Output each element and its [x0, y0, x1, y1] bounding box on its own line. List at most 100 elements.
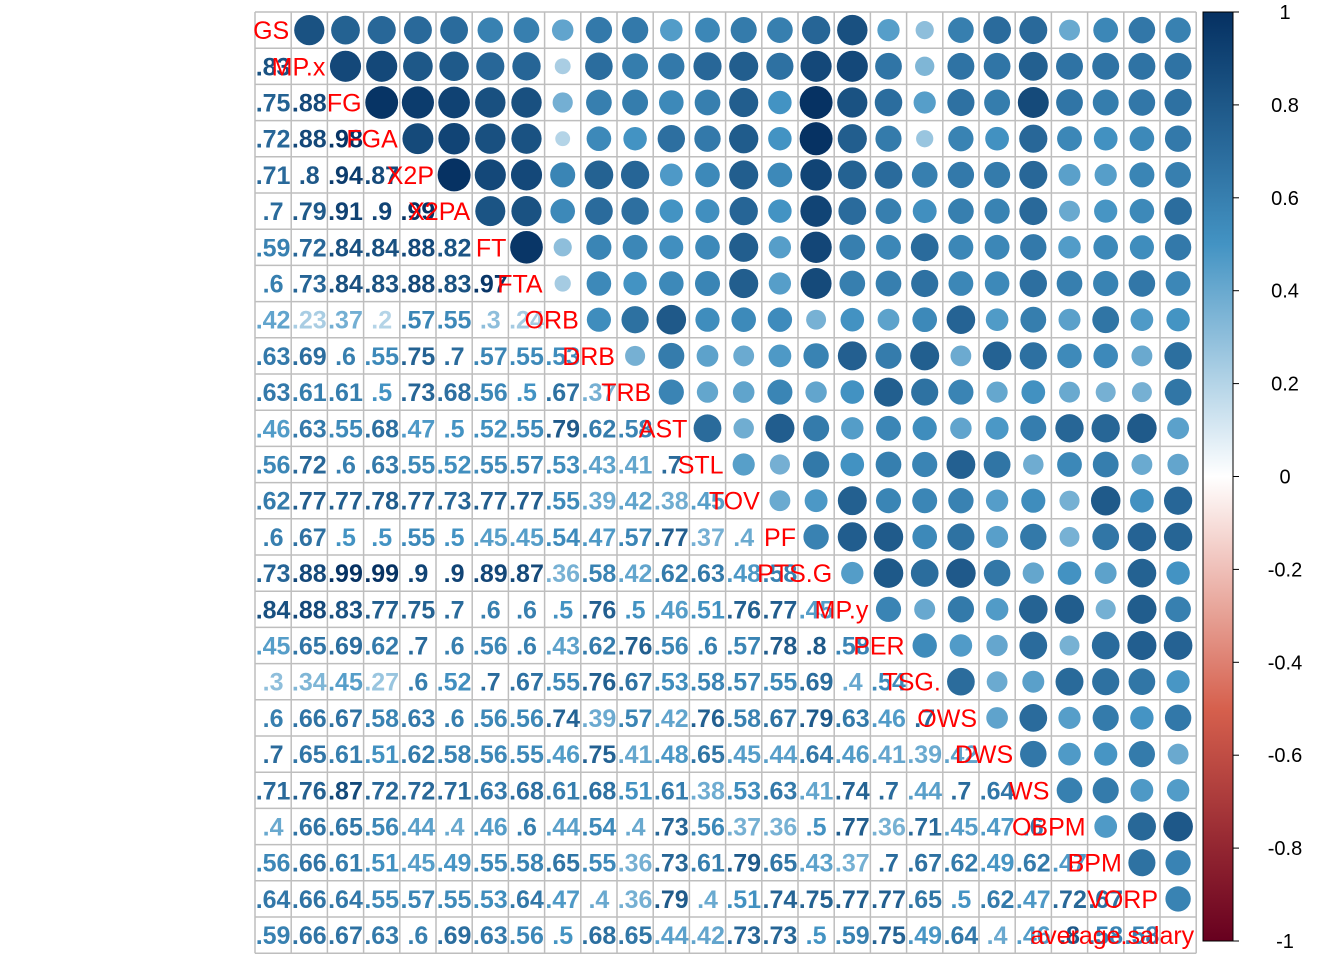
- corr-value: .61: [328, 379, 363, 407]
- corr-value: .57: [726, 669, 761, 697]
- corr-circle: [837, 87, 868, 118]
- corr-value: .43: [799, 850, 834, 878]
- corr-value: .5: [444, 415, 465, 443]
- corr-value: .73: [763, 922, 798, 950]
- corr-circle: [1165, 17, 1191, 43]
- corr-value: .6: [335, 452, 356, 480]
- corr-value: .57: [401, 307, 436, 335]
- corr-circle: [585, 197, 613, 225]
- corr-circle: [1163, 631, 1193, 660]
- corr-circle: [1130, 706, 1154, 730]
- variable-label: BPM: [1068, 850, 1122, 878]
- corr-circle: [1092, 451, 1119, 478]
- corr-circle: [800, 231, 832, 263]
- corr-circle: [1058, 742, 1081, 766]
- corr-value: .99: [401, 198, 436, 226]
- corr-circle: [948, 198, 974, 224]
- corr-value: .73: [437, 488, 472, 516]
- colorbar-tick-label: 1: [1279, 2, 1290, 24]
- corr-circle: [729, 196, 758, 226]
- corr-value: .41: [618, 741, 653, 769]
- corr-value: .46: [1016, 922, 1051, 950]
- corr-value: .62: [654, 560, 689, 588]
- corr-value: .63: [256, 379, 291, 407]
- corr-circle: [768, 126, 792, 151]
- corr-value: .53: [654, 669, 689, 697]
- corr-circle: [1090, 485, 1121, 516]
- corr-circle: [805, 381, 827, 403]
- corr-circle: [1019, 197, 1048, 226]
- corr-circle: [733, 418, 754, 439]
- corr-circle: [1093, 126, 1118, 151]
- corr-circle: [1165, 271, 1191, 296]
- corr-circle: [554, 275, 571, 292]
- corr-circle: [695, 162, 720, 188]
- corr-circle: [401, 86, 434, 119]
- corr-value: .58: [582, 560, 617, 588]
- corr-value: .56: [256, 452, 291, 480]
- corr-value: .6: [407, 669, 428, 697]
- corr-value: .45: [799, 596, 834, 624]
- corr-value: .71: [256, 162, 291, 190]
- corr-value: .63: [256, 343, 291, 371]
- corr-value: .53: [473, 886, 508, 914]
- corr-value: .55: [328, 415, 363, 443]
- corr-circle: [586, 271, 612, 296]
- corr-circle: [729, 160, 759, 190]
- corr-value: .83: [256, 53, 291, 81]
- corr-circle: [806, 309, 827, 330]
- corr-circle: [438, 122, 470, 155]
- corr-value: .49: [980, 850, 1015, 878]
- variable-label: VORP: [1087, 886, 1158, 914]
- corr-value: .61: [690, 850, 725, 878]
- colorbar-tick-label: -0.8: [1268, 838, 1302, 860]
- corr-circle: [1094, 742, 1118, 766]
- corr-value: .36: [545, 560, 580, 588]
- corr-circle: [912, 488, 938, 514]
- corr-value: .54: [871, 669, 906, 697]
- corr-value: .99: [328, 560, 363, 588]
- corr-value: .88: [292, 596, 327, 624]
- corr-circle: [837, 14, 868, 46]
- corr-circle: [1164, 704, 1192, 732]
- colorbar-tick-label: -0.4: [1268, 652, 1302, 674]
- corr-circle: [622, 53, 649, 80]
- corr-circle: [768, 272, 792, 295]
- corr-circle: [1094, 199, 1118, 223]
- corr-value: .55: [473, 850, 508, 878]
- corr-value: .65: [618, 922, 653, 950]
- corr-value: .2: [371, 307, 392, 335]
- corr-circle: [912, 199, 937, 224]
- corr-circle: [1164, 88, 1192, 117]
- corr-value: .67: [1088, 886, 1123, 914]
- corr-value: .63: [763, 777, 798, 805]
- corr-circle: [1093, 343, 1118, 369]
- corr-circle: [1165, 596, 1191, 623]
- corr-circle: [837, 160, 867, 190]
- corr-value: .7: [407, 633, 428, 661]
- corr-circle: [1058, 236, 1081, 259]
- corr-circle: [912, 524, 938, 550]
- corr-circle: [1129, 198, 1155, 224]
- variable-label: X2P: [387, 162, 434, 190]
- corr-circle: [875, 342, 902, 369]
- variable-label: ORB: [525, 307, 579, 335]
- corr-value: .87: [364, 162, 399, 190]
- corr-value: .4: [733, 524, 754, 552]
- corr-circle: [656, 304, 687, 335]
- variable-label: FGA: [346, 126, 398, 154]
- corr-value: .24: [509, 307, 544, 335]
- corr-value: .42: [690, 922, 725, 950]
- corr-circle: [947, 52, 975, 80]
- corr-circle: [1018, 594, 1048, 624]
- corr-circle: [768, 344, 792, 368]
- corr-value: .76: [618, 633, 653, 661]
- corr-circle: [658, 379, 684, 405]
- corr-circle: [693, 414, 722, 443]
- corr-value: .55: [437, 307, 472, 335]
- corr-circle: [695, 199, 720, 224]
- corr-value: .5: [335, 524, 356, 552]
- corr-circle: [1020, 415, 1047, 442]
- corr-circle: [294, 14, 325, 46]
- corr-circle: [511, 87, 542, 118]
